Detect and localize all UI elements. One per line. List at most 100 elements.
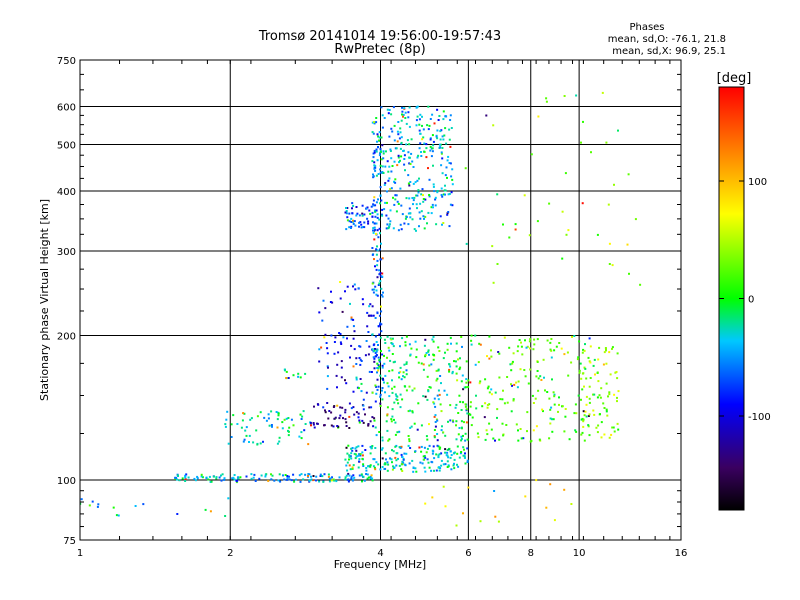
data-point (596, 396, 599, 399)
data-point (464, 462, 467, 465)
data-point (442, 118, 445, 121)
data-point (390, 458, 393, 461)
data-point (587, 425, 590, 428)
data-point (423, 150, 426, 153)
data-point (412, 182, 415, 185)
data-point (397, 457, 399, 460)
data-point (447, 155, 450, 158)
data-point (400, 453, 403, 456)
data-point (403, 107, 406, 110)
data-point (176, 513, 179, 515)
data-point (325, 342, 328, 344)
data-point (597, 358, 600, 361)
data-point (401, 470, 404, 472)
data-point (529, 368, 532, 371)
data-point (510, 410, 513, 413)
data-point (435, 469, 438, 472)
data-point (278, 436, 281, 439)
data-point (417, 191, 420, 194)
data-point (368, 465, 371, 468)
data-point (347, 480, 350, 483)
data-point (379, 468, 382, 471)
data-point (396, 200, 399, 203)
data-point (407, 212, 410, 215)
data-point (442, 193, 445, 196)
data-point (549, 408, 552, 411)
data-point (387, 463, 390, 466)
data-point (564, 172, 567, 175)
x-tick-label: 6 (465, 548, 471, 559)
data-point (462, 388, 465, 391)
data-point (339, 414, 342, 417)
data-point (376, 378, 379, 381)
data-point (445, 166, 448, 169)
data-point (333, 341, 336, 343)
data-point (577, 394, 580, 397)
data-point (352, 337, 355, 340)
data-point (453, 451, 456, 454)
data-point (307, 443, 310, 446)
data-point (439, 375, 442, 377)
data-point (395, 464, 398, 467)
data-point (352, 285, 354, 288)
data-point (359, 363, 362, 366)
data-point (115, 514, 118, 517)
data-point (236, 423, 239, 425)
data-point (444, 115, 447, 118)
data-point (399, 345, 401, 348)
data-point (287, 429, 289, 432)
data-point (360, 473, 363, 476)
data-point (419, 132, 422, 135)
data-point (437, 119, 440, 121)
data-point (245, 475, 248, 478)
data-point (421, 115, 423, 118)
data-point (408, 385, 411, 388)
data-point (516, 386, 519, 389)
data-point (464, 386, 467, 389)
data-point (288, 475, 290, 478)
data-point (227, 497, 230, 500)
data-point (372, 314, 375, 317)
data-point (376, 140, 378, 143)
data-point (252, 441, 255, 444)
data-point (469, 413, 472, 416)
data-point (358, 221, 361, 224)
data-point (419, 142, 422, 145)
data-point (460, 420, 463, 423)
data-point (542, 410, 544, 413)
data-point (469, 405, 472, 408)
data-point (359, 454, 362, 457)
data-point (465, 242, 468, 245)
data-point (344, 478, 347, 481)
data-point (428, 195, 431, 198)
data-point (535, 479, 538, 482)
data-point (419, 202, 422, 205)
data-point (324, 411, 327, 414)
data-point (429, 386, 432, 389)
data-point (233, 474, 236, 476)
data-point (379, 164, 382, 167)
data-point (367, 424, 370, 427)
data-point (341, 406, 344, 409)
data-point (397, 133, 400, 136)
data-point (184, 474, 187, 477)
data-point (583, 439, 586, 442)
y-tick-label: 75 (63, 536, 76, 547)
data-point (351, 467, 354, 470)
data-point (276, 418, 279, 421)
data-point (307, 474, 309, 477)
data-point (446, 448, 449, 451)
data-point (433, 469, 435, 472)
data-point (595, 426, 598, 429)
data-point (380, 287, 383, 290)
data-point (433, 436, 436, 439)
data-point (396, 164, 399, 167)
data-point (436, 108, 439, 111)
data-point (364, 413, 366, 416)
data-point (550, 338, 553, 340)
data-point (382, 379, 385, 381)
data-point (604, 347, 607, 349)
data-point (440, 410, 443, 413)
data-point (478, 342, 481, 345)
data-point (381, 114, 384, 117)
